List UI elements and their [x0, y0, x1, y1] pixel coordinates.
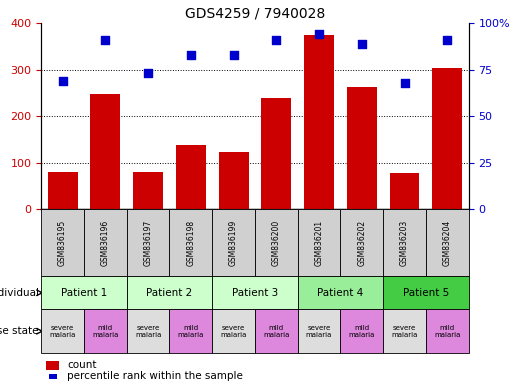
Text: GSM836204: GSM836204 — [443, 220, 452, 266]
Text: GSM836199: GSM836199 — [229, 220, 238, 266]
Point — [230, 51, 238, 58]
Text: GSM836197: GSM836197 — [144, 220, 152, 266]
Text: GSM836201: GSM836201 — [315, 220, 323, 266]
Text: mild
malaria: mild malaria — [434, 325, 460, 338]
Point — [315, 31, 323, 37]
Bar — [47, 172, 78, 209]
Text: Patient 4: Patient 4 — [317, 288, 364, 298]
Point — [59, 78, 67, 84]
Point — [186, 51, 195, 58]
Bar — [218, 152, 249, 209]
Text: severe
malaria: severe malaria — [391, 325, 418, 338]
Bar — [304, 35, 334, 209]
Bar — [389, 173, 420, 209]
Text: percentile rank within the sample: percentile rank within the sample — [67, 371, 243, 381]
Text: GSM836198: GSM836198 — [186, 220, 195, 266]
Point — [401, 79, 409, 86]
Text: individual: individual — [0, 288, 39, 298]
Text: Patient 5: Patient 5 — [403, 288, 449, 298]
Point — [101, 37, 110, 43]
Text: GSM836195: GSM836195 — [58, 220, 67, 266]
Bar — [432, 68, 462, 209]
Bar — [176, 145, 206, 209]
Point — [272, 37, 280, 43]
Text: Patient 2: Patient 2 — [146, 288, 193, 298]
Point — [443, 37, 451, 43]
Text: mild
malaria: mild malaria — [263, 325, 289, 338]
Text: GSM836200: GSM836200 — [272, 220, 281, 266]
Text: severe
malaria: severe malaria — [306, 325, 332, 338]
Point — [357, 40, 366, 46]
Text: mild
malaria: mild malaria — [178, 325, 204, 338]
Text: GSM836202: GSM836202 — [357, 220, 366, 266]
Bar — [261, 98, 291, 209]
Text: severe
malaria: severe malaria — [220, 325, 247, 338]
Text: severe
malaria: severe malaria — [135, 325, 161, 338]
Point — [144, 70, 152, 76]
Bar — [90, 94, 121, 209]
Text: Patient 3: Patient 3 — [232, 288, 278, 298]
Text: GSM836196: GSM836196 — [101, 220, 110, 266]
Text: count: count — [67, 360, 96, 370]
Text: GSM836203: GSM836203 — [400, 220, 409, 266]
Title: GDS4259 / 7940028: GDS4259 / 7940028 — [185, 7, 325, 20]
Text: severe
malaria: severe malaria — [49, 325, 76, 338]
Text: mild
malaria: mild malaria — [349, 325, 375, 338]
Bar — [133, 172, 163, 209]
Text: Patient 1: Patient 1 — [61, 288, 107, 298]
Bar — [347, 87, 377, 209]
Text: disease state: disease state — [0, 326, 39, 336]
Text: mild
malaria: mild malaria — [92, 325, 118, 338]
